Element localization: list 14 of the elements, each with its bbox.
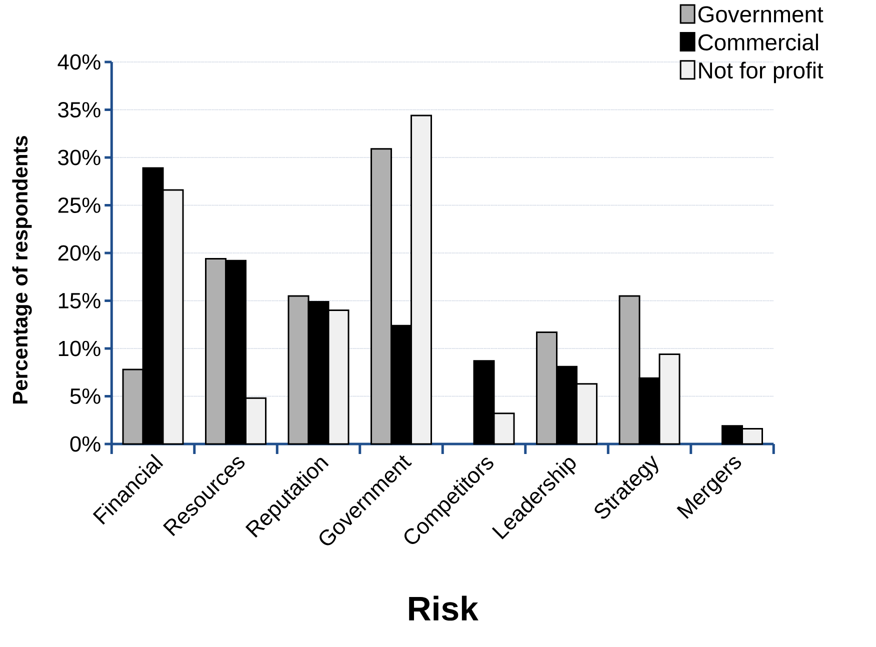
legend-label: Commercial [698,34,818,51]
y-tick-label: 10% [58,340,100,356]
y-axis-title: Percentage of respondents [12,136,32,404]
y-tick-label: 25% [58,197,100,213]
legend-label: Not for profit [699,62,824,84]
x-axis-title: Risk [409,596,478,621]
legend-label: Government [698,6,824,22]
y-tick-label: 15% [58,293,100,308]
y-tick-label: 35% [58,102,100,118]
y-tick-label: 20% [58,245,100,261]
y-tick-label: 5% [70,388,100,404]
y-tick-label: 40% [58,54,100,70]
y-tick-label: 0% [70,436,100,452]
y-tick-label: 30% [58,150,100,166]
